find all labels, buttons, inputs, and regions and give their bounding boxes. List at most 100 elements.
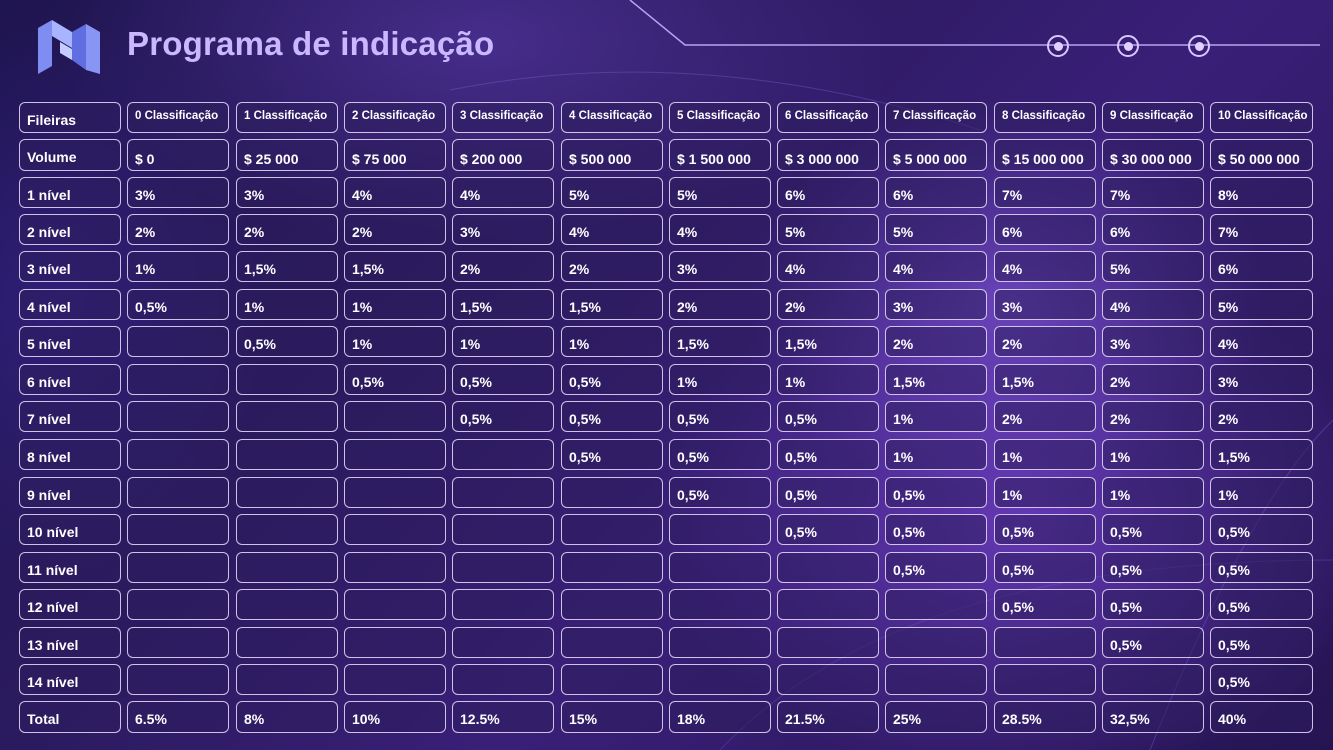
nav-dot-3[interactable]	[1188, 35, 1210, 57]
rate-cell: 4%	[452, 177, 554, 208]
rate-cell: 0,5%	[1210, 552, 1313, 583]
rate-cell	[561, 664, 663, 695]
rate-cell	[452, 664, 554, 695]
rate-cell: 1,5%	[344, 251, 446, 282]
volume-label: Volume	[19, 139, 121, 171]
rate-cell	[127, 514, 229, 545]
total-cell: 28.5%	[994, 701, 1096, 733]
rate-cell: 4%	[561, 214, 663, 245]
rate-cell: 5%	[669, 177, 771, 208]
rate-cell	[236, 364, 338, 395]
cube-logo-icon	[38, 20, 100, 74]
rate-cell	[777, 627, 879, 658]
rate-cell: 2%	[344, 214, 446, 245]
rate-cell	[127, 439, 229, 470]
nav-dot-1[interactable]	[1047, 35, 1069, 57]
level-label: 5 nível	[19, 326, 121, 357]
rate-cell: 0,5%	[669, 477, 771, 508]
rate-cell: 3%	[127, 177, 229, 208]
rate-cell: 2%	[669, 289, 771, 320]
nav-dot-2[interactable]	[1117, 35, 1139, 57]
rate-cell: 2%	[994, 326, 1096, 357]
rate-cell	[669, 589, 771, 620]
rate-cell: 1%	[561, 326, 663, 357]
rate-cell	[236, 477, 338, 508]
rate-cell	[127, 552, 229, 583]
rate-cell	[669, 552, 771, 583]
rate-cell	[236, 439, 338, 470]
rate-cell: 0,5%	[994, 552, 1096, 583]
total-cell: 40%	[1210, 701, 1313, 733]
total-cell: 8%	[236, 701, 338, 733]
rate-cell: 0,5%	[236, 326, 338, 357]
rate-cell: 5%	[1102, 251, 1204, 282]
rate-cell: 1,5%	[885, 364, 987, 395]
rate-cell: 1,5%	[1210, 439, 1313, 470]
rate-cell: 8%	[1210, 177, 1313, 208]
rate-cell: 1%	[127, 251, 229, 282]
rate-cell: 0,5%	[1210, 627, 1313, 658]
rate-cell: 0,5%	[885, 477, 987, 508]
rate-cell	[127, 326, 229, 357]
rate-cell: 0,5%	[669, 439, 771, 470]
rate-cell: 0,5%	[452, 364, 554, 395]
volume-cell: $ 50 000 000	[1210, 139, 1313, 171]
rate-cell: 3%	[994, 289, 1096, 320]
rate-cell	[561, 514, 663, 545]
rate-cell: 0,5%	[777, 401, 879, 432]
rate-cell: 4%	[669, 214, 771, 245]
rate-cell: 2%	[1210, 401, 1313, 432]
rate-cell: 1,5%	[452, 289, 554, 320]
rate-cell	[452, 514, 554, 545]
volume-cell: $ 200 000	[452, 139, 554, 171]
rate-cell: 0,5%	[1102, 627, 1204, 658]
rate-cell	[452, 552, 554, 583]
rate-cell: 6%	[994, 214, 1096, 245]
rate-cell	[994, 664, 1096, 695]
rank-header: 9 Classificação	[1102, 102, 1204, 133]
rate-cell	[236, 627, 338, 658]
rate-cell: 5%	[1210, 289, 1313, 320]
rate-cell: 1%	[885, 401, 987, 432]
rate-cell: 2%	[127, 214, 229, 245]
rate-cell: 1%	[344, 289, 446, 320]
rate-cell: 1%	[994, 439, 1096, 470]
rate-cell: 1,5%	[777, 326, 879, 357]
total-cell: 15%	[561, 701, 663, 733]
rate-cell: 2%	[1102, 401, 1204, 432]
rate-cell: 0,5%	[344, 364, 446, 395]
rate-cell	[127, 477, 229, 508]
rate-cell	[885, 664, 987, 695]
volume-cell: $ 0	[127, 139, 229, 171]
rate-cell: 3%	[1210, 364, 1313, 395]
rate-cell: 4%	[344, 177, 446, 208]
rate-cell: 0,5%	[669, 401, 771, 432]
rate-cell: 0,5%	[994, 514, 1096, 545]
rate-cell	[994, 627, 1096, 658]
rank-header: 0 Classificação	[127, 102, 229, 133]
level-label: 10 nível	[19, 514, 121, 545]
level-label: 1 nível	[19, 177, 121, 208]
rate-cell: 0,5%	[1102, 589, 1204, 620]
rate-cell	[127, 589, 229, 620]
rate-cell: 4%	[777, 251, 879, 282]
rate-cell: 3%	[885, 289, 987, 320]
rate-cell: 1,5%	[236, 251, 338, 282]
rate-cell	[127, 401, 229, 432]
rate-cell: 2%	[777, 289, 879, 320]
rate-cell	[777, 589, 879, 620]
rate-cell: 0,5%	[777, 477, 879, 508]
rate-cell	[344, 514, 446, 545]
rate-cell: 6%	[885, 177, 987, 208]
corner-label: Fileiras	[19, 102, 121, 133]
rate-cell: 0,5%	[885, 514, 987, 545]
rate-cell	[344, 439, 446, 470]
rate-cell: 0,5%	[1210, 514, 1313, 545]
volume-cell: $ 25 000	[236, 139, 338, 171]
rate-cell: 0,5%	[777, 439, 879, 470]
rate-cell	[561, 477, 663, 508]
rate-cell: 3%	[236, 177, 338, 208]
rate-cell: 2%	[1102, 364, 1204, 395]
rate-cell: 7%	[994, 177, 1096, 208]
rate-cell: 1%	[344, 326, 446, 357]
